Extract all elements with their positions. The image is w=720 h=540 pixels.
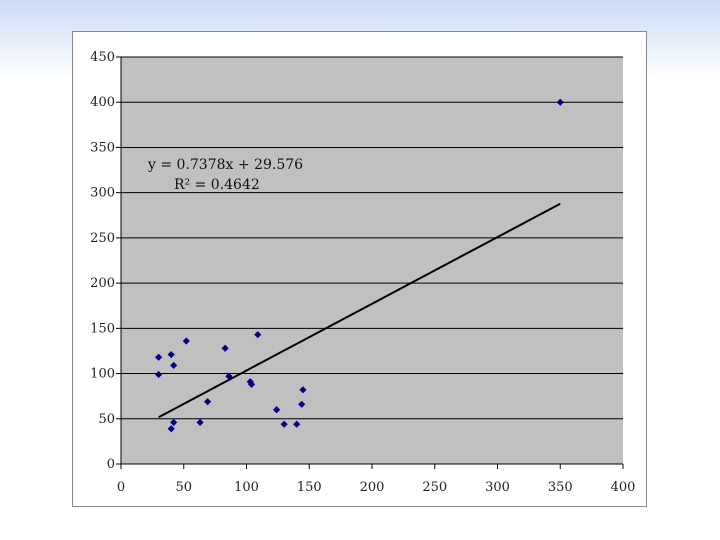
data-point-19	[556, 98, 564, 106]
y-tick-label-450: 450	[90, 50, 115, 65]
x-tick-label-200: 200	[360, 480, 385, 495]
data-point-17	[298, 400, 306, 408]
data-point-10	[225, 372, 233, 380]
data-point-1	[155, 370, 163, 379]
data-point-7	[196, 418, 204, 426]
data-point-14	[273, 406, 281, 414]
data-point-4	[167, 425, 175, 433]
data-point-5	[170, 418, 178, 426]
data-point-6	[182, 337, 190, 345]
y-tick-label-0: 0	[107, 457, 115, 472]
scatter-chart: 0 50 100 150 200 250 300 350 400 0 50 100 150 200 250…	[90, 50, 636, 495]
y-tick-label-150: 150	[90, 321, 115, 336]
y-tick-label-100: 100	[90, 367, 115, 382]
x-tick-label-0: 0	[117, 480, 125, 495]
trendline-equation: y = 0.7378x + 29.576	[147, 157, 303, 173]
x-tick-label-150: 150	[297, 480, 322, 495]
x-tick-label-250: 250	[422, 480, 447, 495]
data-point-8	[203, 397, 212, 406]
gridlines	[121, 56, 623, 420]
x-axis-ticks: 0 50 100 150 200 250 300 350 400	[117, 464, 636, 495]
x-tick-label-350: 350	[548, 480, 573, 495]
data-point-12	[247, 380, 256, 389]
y-tick-label-350: 350	[90, 140, 115, 155]
y-axis-ticks: 0 50 100 150 200 250 300 350 400 450	[90, 50, 121, 472]
trendline	[158, 202, 561, 419]
data-point-3	[170, 361, 178, 370]
chart-frame: 0 50 100 150 200 250 300 350 400 0 50 100 150 200 250…	[72, 31, 647, 507]
y-tick-label-50: 50	[98, 412, 115, 427]
data-points	[155, 98, 564, 433]
x-tick-label-100: 100	[234, 480, 259, 495]
y-tick-label-400: 400	[90, 95, 115, 110]
y-tick-label-200: 200	[90, 276, 115, 291]
data-point-15	[280, 420, 288, 428]
data-point-9	[221, 344, 229, 352]
x-tick-label-400: 400	[611, 480, 636, 495]
data-point-2	[167, 350, 175, 359]
plot-area	[121, 57, 623, 464]
y-tick-label-300: 300	[90, 186, 115, 201]
data-point-0	[155, 353, 163, 361]
data-point-16	[293, 420, 301, 428]
x-tick-label-300: 300	[485, 480, 510, 495]
data-point-13	[254, 331, 262, 339]
r-squared-label: R² = 0.4642	[174, 177, 260, 193]
x-tick-label-50: 50	[175, 480, 192, 495]
y-tick-label-250: 250	[90, 231, 115, 246]
